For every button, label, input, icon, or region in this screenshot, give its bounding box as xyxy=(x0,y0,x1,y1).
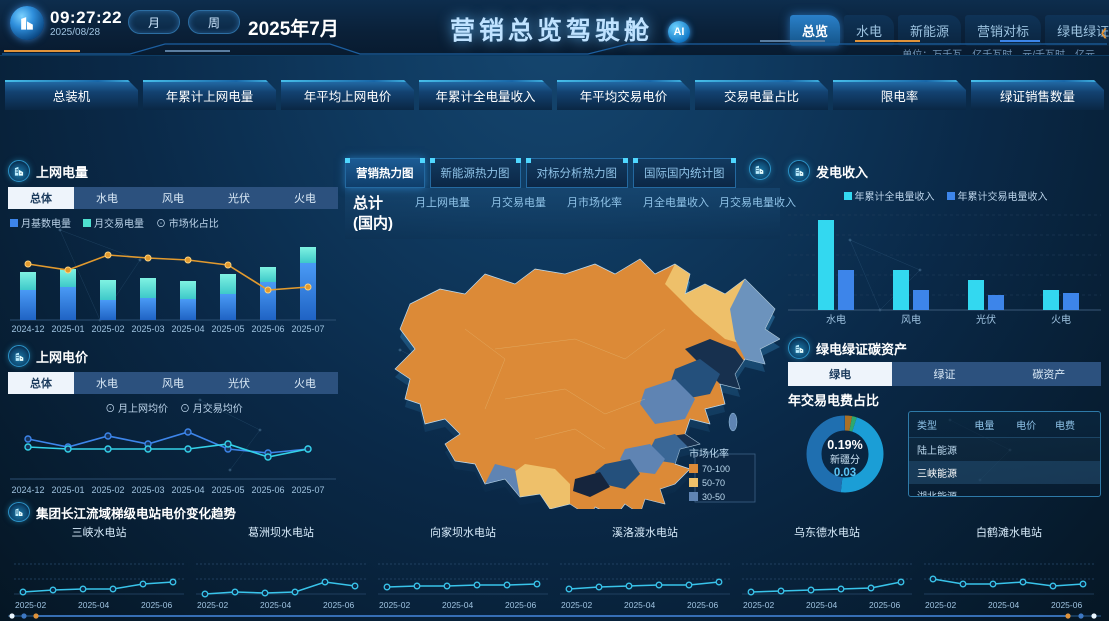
svg-text:光伏: 光伏 xyxy=(976,313,996,326)
svg-text:2025-04: 2025-04 xyxy=(171,324,204,334)
svg-text:2025-05: 2025-05 xyxy=(211,324,244,334)
svg-text:2025-02: 2025-02 xyxy=(561,600,592,610)
svg-text:30-50: 30-50 xyxy=(702,492,725,502)
svg-text:50-70: 50-70 xyxy=(702,478,725,488)
svg-text:2025-04: 2025-04 xyxy=(442,600,473,610)
svg-text:2025-01: 2025-01 xyxy=(51,324,84,334)
svg-text:新疆分: 新疆分 xyxy=(830,453,860,466)
svg-text:风电: 风电 xyxy=(901,313,921,326)
svg-text:70-100: 70-100 xyxy=(702,464,730,474)
svg-text:市场化率: 市场化率 xyxy=(689,447,729,460)
svg-text:火电: 火电 xyxy=(1051,313,1071,326)
svg-text:2025-06: 2025-06 xyxy=(1051,600,1082,610)
svg-text:2025-04: 2025-04 xyxy=(624,600,655,610)
svg-text:2025-06: 2025-06 xyxy=(869,600,900,610)
svg-text:2025-04: 2025-04 xyxy=(260,600,291,610)
svg-text:2025-02: 2025-02 xyxy=(197,600,228,610)
svg-text:2025-06: 2025-06 xyxy=(251,485,284,495)
svg-text:2025-06: 2025-06 xyxy=(323,600,354,610)
svg-text:2025-04: 2025-04 xyxy=(171,485,204,495)
svg-text:2025-04: 2025-04 xyxy=(78,600,109,610)
svg-text:2025-04: 2025-04 xyxy=(988,600,1019,610)
svg-text:2025-02: 2025-02 xyxy=(91,485,124,495)
svg-text:2025-07: 2025-07 xyxy=(291,485,324,495)
svg-text:0.19%: 0.19% xyxy=(827,438,862,452)
svg-text:2025-02: 2025-02 xyxy=(379,600,410,610)
svg-text:2025-01: 2025-01 xyxy=(51,485,84,495)
svg-text:2025-03: 2025-03 xyxy=(131,485,164,495)
svg-text:2025-02: 2025-02 xyxy=(743,600,774,610)
svg-text:2025-07: 2025-07 xyxy=(291,324,324,334)
svg-text:2025-02: 2025-02 xyxy=(15,600,46,610)
svg-text:0.03: 0.03 xyxy=(834,467,856,479)
svg-text:2025-03: 2025-03 xyxy=(131,324,164,334)
svg-text:2025-06: 2025-06 xyxy=(505,600,536,610)
svg-text:2025-06: 2025-06 xyxy=(251,324,284,334)
svg-text:2025-06: 2025-06 xyxy=(687,600,718,610)
svg-text:2024-12: 2024-12 xyxy=(11,485,44,495)
svg-text:2025-06: 2025-06 xyxy=(141,600,172,610)
svg-text:2025-05: 2025-05 xyxy=(211,485,244,495)
svg-text:2025-02: 2025-02 xyxy=(925,600,956,610)
svg-text:2025-02: 2025-02 xyxy=(91,324,124,334)
svg-text:2025-04: 2025-04 xyxy=(806,600,837,610)
svg-text:2024-12: 2024-12 xyxy=(11,324,44,334)
svg-text:水电: 水电 xyxy=(826,313,846,326)
